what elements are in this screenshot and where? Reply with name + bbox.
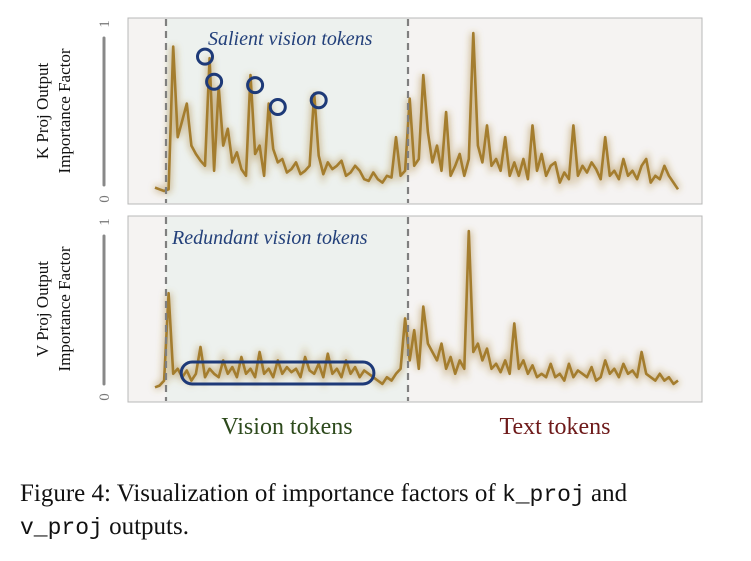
v-proj-ytick-bottom: 0 <box>97 393 113 401</box>
k-proj-line-series <box>154 31 680 193</box>
k-proj-salient-markers <box>196 47 328 116</box>
vision-tokens-label: Vision tokens <box>221 414 352 440</box>
v-proj-ylabel-line2: Importance Factor <box>55 246 74 371</box>
caption-suffix: outputs. <box>102 513 189 540</box>
salient-token-marker <box>196 47 214 66</box>
salient-token-marker <box>205 72 224 91</box>
v-proj-ylabel-line1: V Proj Output <box>33 261 52 357</box>
importance-factor-figure: Salient vision tokens 1 0 K Proj Output … <box>33 17 703 440</box>
caption-prefix: Figure 4: Visualization of importance fa… <box>20 480 502 507</box>
k-proj-series-line <box>154 31 680 193</box>
salient-token-marker <box>268 98 287 116</box>
salient-token-marker <box>309 91 328 110</box>
figure-caption: Figure 4: Visualization of importance fa… <box>20 478 745 544</box>
k-proj-ylabel-line2: Importance Factor <box>55 48 74 173</box>
v-proj-annotation: Redundant vision tokens <box>171 227 368 249</box>
caption-code-k-proj: k_proj <box>501 482 585 508</box>
k-proj-ytick-bottom: 0 <box>97 195 113 203</box>
caption-code-v-proj: v_proj <box>20 515 103 541</box>
v-proj-redundant-marker <box>179 360 376 386</box>
text-tokens-label: Text tokens <box>500 414 611 440</box>
v-proj-ytick-top: 1 <box>97 218 113 226</box>
k-proj-annotation: Salient vision tokens <box>208 28 373 50</box>
v-proj-series-line <box>154 229 679 389</box>
v-proj-panel: Redundant vision tokens 1 0 V Proj Outpu… <box>33 215 703 403</box>
k-proj-ylabel-line1: K Proj Output <box>33 63 52 160</box>
v-proj-line-series <box>154 229 679 389</box>
salient-token-marker <box>246 76 265 95</box>
redundant-tokens-box <box>179 360 376 386</box>
k-proj-panel: Salient vision tokens 1 0 K Proj Output … <box>33 17 703 205</box>
k-proj-ytick-top: 1 <box>97 20 113 28</box>
caption-middle: and <box>584 480 628 507</box>
